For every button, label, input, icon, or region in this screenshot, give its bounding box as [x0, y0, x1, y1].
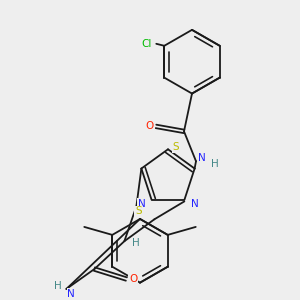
Text: N: N: [68, 289, 75, 299]
Text: N: N: [190, 199, 198, 209]
Text: H: H: [211, 159, 219, 169]
Text: N: N: [138, 199, 146, 209]
Text: H: H: [55, 281, 62, 291]
Text: O: O: [129, 274, 137, 284]
Text: Cl: Cl: [141, 39, 152, 49]
Text: N: N: [198, 153, 206, 163]
Text: S: S: [135, 206, 142, 216]
Text: O: O: [146, 122, 154, 131]
Text: S: S: [173, 142, 179, 152]
Text: H: H: [133, 238, 140, 248]
